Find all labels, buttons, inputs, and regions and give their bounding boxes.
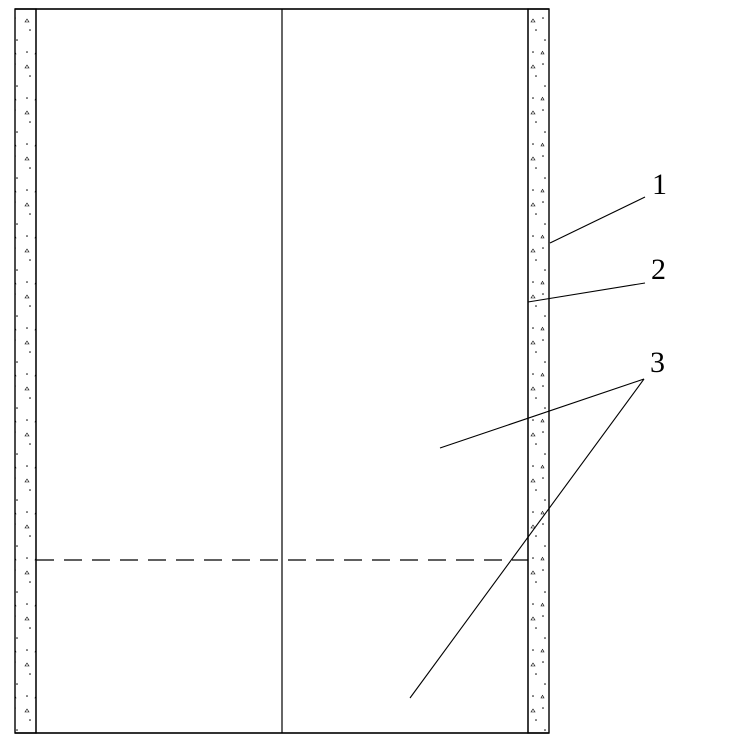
callout-2: 2: [651, 253, 666, 287]
callout-3: 3: [650, 346, 665, 380]
right-wall: [528, 9, 549, 733]
callout-1: 1: [652, 168, 667, 202]
left-wall: [15, 9, 36, 733]
leader-3b: [410, 379, 644, 698]
technical-diagram: [0, 0, 732, 743]
leader-1: [550, 197, 645, 243]
